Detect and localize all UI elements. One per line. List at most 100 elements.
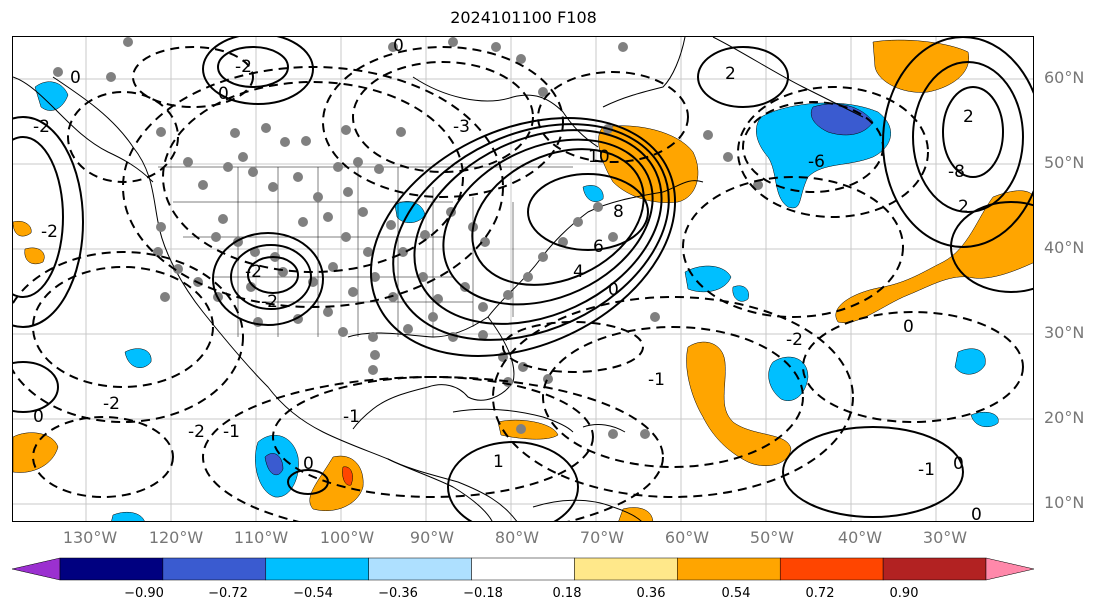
shade-orange-pacific-w2: [24, 247, 45, 265]
contour-label: 0: [971, 505, 982, 522]
colorbar-segment: [574, 557, 678, 581]
colorbar-segment: [265, 557, 369, 581]
shade-red-mexico-pacific: [342, 466, 353, 486]
lon-label: 80°W: [494, 528, 540, 547]
lon-label: 100°W: [319, 528, 375, 547]
colorbar-extend-low: [12, 557, 61, 581]
contour-label: -2: [33, 117, 50, 137]
shade-blue-mexico-pacific: [264, 453, 284, 476]
map-canvas: 0 -2 2 0 0 -3 10 8 6 4 -2 -2 2 -8 -6 0 -…: [13, 37, 1033, 522]
shade-orange-caribbean: [497, 419, 559, 440]
coast-atlantic-us: [487, 180, 704, 318]
contour-label: -2: [235, 57, 252, 77]
shade-lightblue-atl-east: [954, 348, 986, 375]
lon-label: 60°W: [664, 528, 710, 547]
lon-label: 30°W: [922, 528, 968, 547]
lon-label: 90°W: [409, 528, 455, 547]
contour-label: 2: [958, 197, 969, 217]
colorbar-extend-high: [985, 557, 1034, 581]
station-markers: [53, 37, 763, 439]
contour-label: 8: [613, 202, 624, 222]
coast-labrador: [602, 37, 686, 108]
lon-label: 70°W: [579, 528, 625, 547]
colorbar-tick-label: −0.36: [378, 586, 418, 601]
shade-orange-south: [618, 507, 653, 521]
shade-orange-east-atlantic: [835, 190, 1033, 323]
contour-label: 0: [303, 454, 314, 474]
colorbar-segment: [471, 557, 575, 581]
shading-regions: [13, 39, 1033, 521]
contour-label: -2: [103, 394, 120, 414]
solid-contours: [13, 37, 1033, 521]
colorbar-segment: [368, 557, 472, 581]
coast-north-america-west: [52, 76, 518, 521]
colorbar-tick-label: −0.72: [208, 586, 248, 601]
lon-label: 50°W: [749, 528, 795, 547]
shade-lightblue-pacific-sw: [124, 348, 152, 368]
contour-label: -1: [343, 407, 360, 427]
lat-label: 50°N: [1044, 153, 1085, 172]
contour-label: 0: [70, 68, 81, 88]
contour-label: 0: [903, 317, 914, 337]
contour-label: -2: [188, 422, 205, 442]
colorbar-tick-label: 0.36: [636, 586, 666, 601]
coast-alaska: [13, 76, 154, 183]
contour-label: 0: [393, 37, 404, 56]
contour-label: -1: [223, 422, 240, 442]
lat-label: 10°N: [1044, 493, 1085, 512]
contour-label: -1: [918, 460, 935, 480]
coast-hispaniola: [582, 424, 626, 433]
map-panel: 0 -2 2 0 0 -3 10 8 6 4 -2 -2 2 -8 -6 0 -…: [12, 36, 1034, 522]
lat-label: 30°N: [1044, 323, 1085, 342]
contour-label: 0: [608, 280, 619, 300]
colorbar-segment: [779, 557, 884, 581]
lon-label: 130°W: [62, 528, 118, 547]
shade-lightblue-atl-center: [684, 265, 732, 293]
contour-label: -2: [245, 262, 262, 282]
colorbar-segment: [59, 557, 164, 581]
lat-label: 40°N: [1044, 238, 1085, 257]
shade-lightblue-pacific-nw: [34, 81, 69, 111]
contour-label: -6: [808, 152, 825, 172]
shade-orange-pacific-w: [13, 221, 32, 237]
contour-label: -2: [261, 292, 278, 312]
shade-orange-pacific-sw: [13, 432, 59, 473]
lon-label: 110°W: [233, 528, 289, 547]
colorbar-tick-label: 0.90: [889, 586, 919, 601]
shade-orange-greenland-sea: [872, 39, 970, 93]
shade-lightblue-atl-small: [970, 412, 999, 428]
colorbar-tick-label: −0.90: [124, 586, 164, 601]
contour-label: 10: [588, 147, 610, 167]
contour-label: 2: [725, 64, 736, 84]
shade-orange-tropical-atlantic: [686, 341, 792, 466]
lat-label: 20°N: [1044, 408, 1085, 427]
contour-label: 0: [218, 84, 229, 104]
map-title: 2024101100 F108: [450, 8, 597, 27]
colorbar-segment: [882, 557, 987, 581]
contour-labels: 0 -2 2 0 0 -3 10 8 6 4 -2 -2 2 -8 -6 0 -…: [33, 37, 982, 522]
dashed-contours: [13, 46, 1024, 521]
contour-label: 0: [33, 407, 44, 427]
contour-label: -1: [648, 370, 665, 390]
shade-lightblue-south: [111, 512, 145, 521]
contour-label: 1: [493, 452, 504, 472]
colorbar-tick-label: 0.54: [721, 586, 751, 601]
lon-label: 40°W: [837, 528, 883, 547]
colorbar-tick-label: 0.72: [805, 586, 835, 601]
colorbar-segment: [677, 557, 781, 581]
colorbar-segment: [162, 557, 267, 581]
colorbar: [12, 557, 1034, 581]
contour-label: -3: [453, 117, 470, 137]
shade-lightblue-atl-tiny: [732, 285, 749, 302]
colorbar-tick-label: −0.54: [293, 586, 333, 601]
contour-label: 0: [953, 454, 964, 474]
contour-label: 6: [593, 237, 604, 257]
colorbar-tick-label: −0.18: [463, 586, 503, 601]
coast-central-america: [387, 458, 493, 521]
colorbar-tick-label: 0.18: [552, 586, 582, 601]
shade-orange-mexico-pacific: [309, 455, 364, 511]
lat-label: 60°N: [1044, 68, 1085, 87]
lon-label: 120°W: [148, 528, 204, 547]
contour-label: -8: [948, 162, 965, 182]
shade-lightblue-midatlantic: [768, 356, 809, 401]
